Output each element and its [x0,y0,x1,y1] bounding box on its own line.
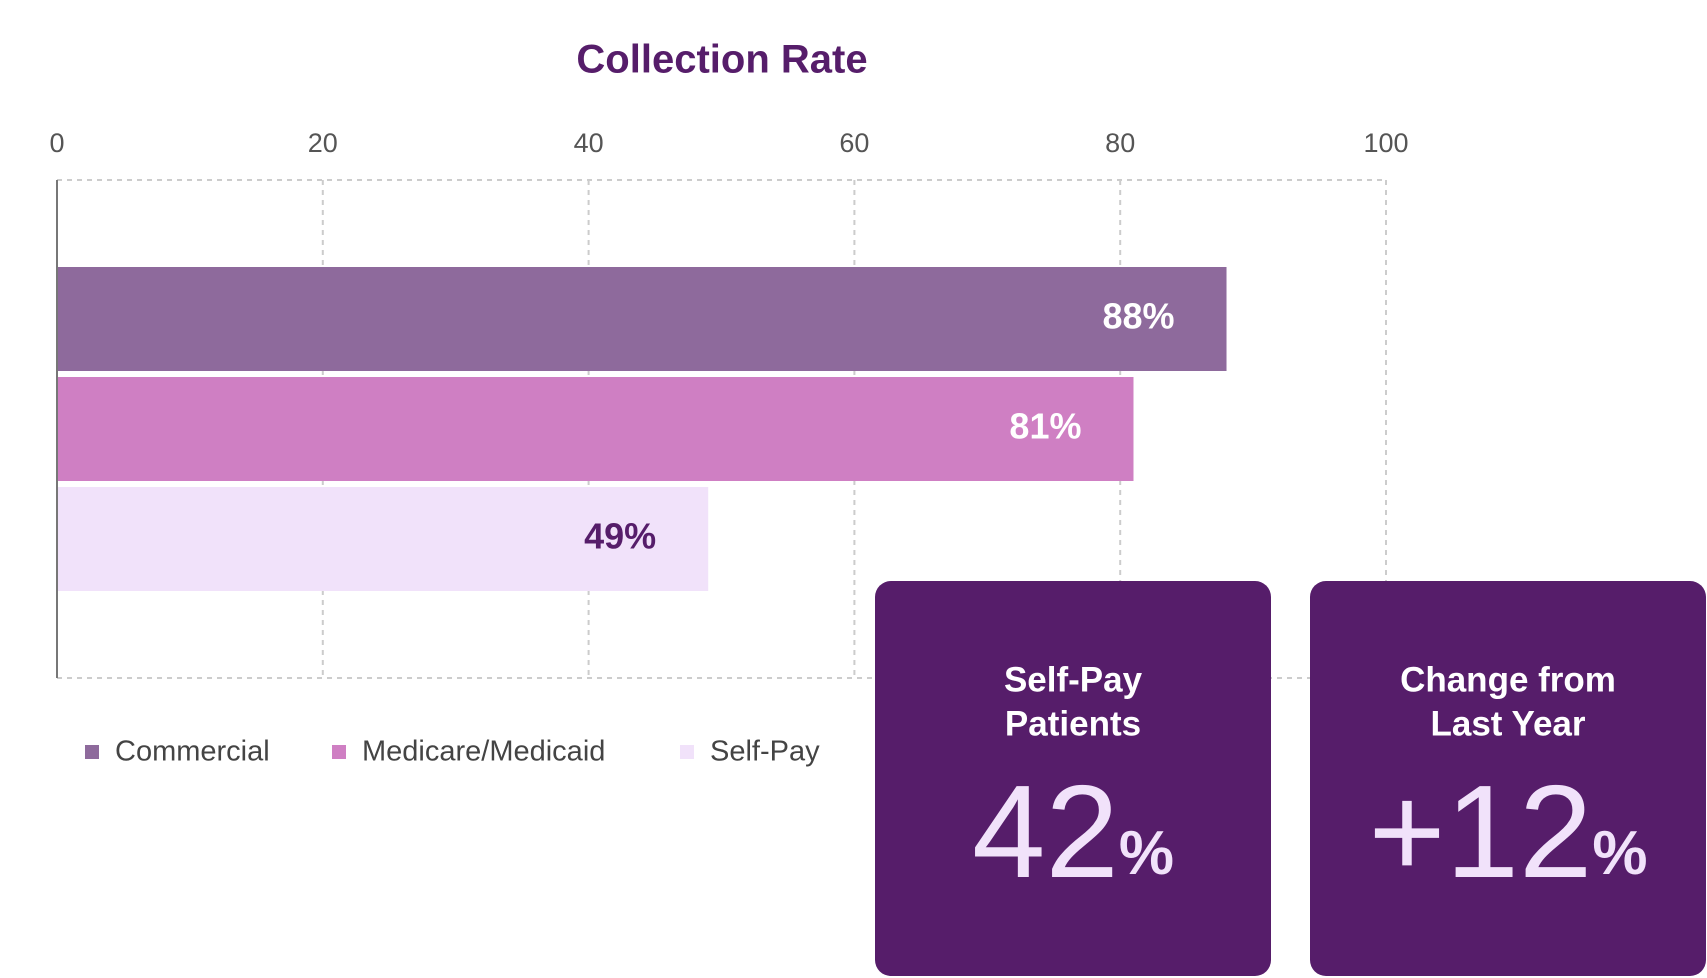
bar [57,377,1134,481]
x-tick-label: 80 [1105,128,1135,158]
card-title: Change from [1400,660,1616,699]
x-tick-label: 0 [49,128,64,158]
card-value: 42% [972,758,1174,905]
card-title: Self-Pay [1004,660,1143,699]
card-unit: % [1119,819,1174,888]
value-label: 81% [1009,406,1081,447]
legend-label: Self-Pay [710,736,820,768]
card-number: 42 [972,758,1119,905]
chart-title: Collection Rate [576,38,867,82]
card-number: +12 [1368,758,1592,905]
card-value: +12% [1368,758,1647,905]
card-unit: % [1592,819,1647,888]
card-title: Patients [1005,704,1141,743]
legend-marker [85,745,99,759]
legend-marker [680,745,694,759]
x-tick-label: 60 [839,128,869,158]
value-label: 88% [1102,296,1174,337]
bar [57,267,1227,371]
legend-label: Medicare/Medicaid [362,736,605,768]
stat-card [875,581,1271,976]
x-tick-label: 100 [1363,128,1408,158]
card-title: Last Year [1430,704,1585,743]
x-tick-label: 20 [308,128,338,158]
x-tick-label: 40 [574,128,604,158]
stat-card [1310,581,1706,976]
legend-marker [332,745,346,759]
value-label: 49% [584,516,656,557]
legend-label: Commercial [115,736,270,768]
bar [57,487,709,591]
